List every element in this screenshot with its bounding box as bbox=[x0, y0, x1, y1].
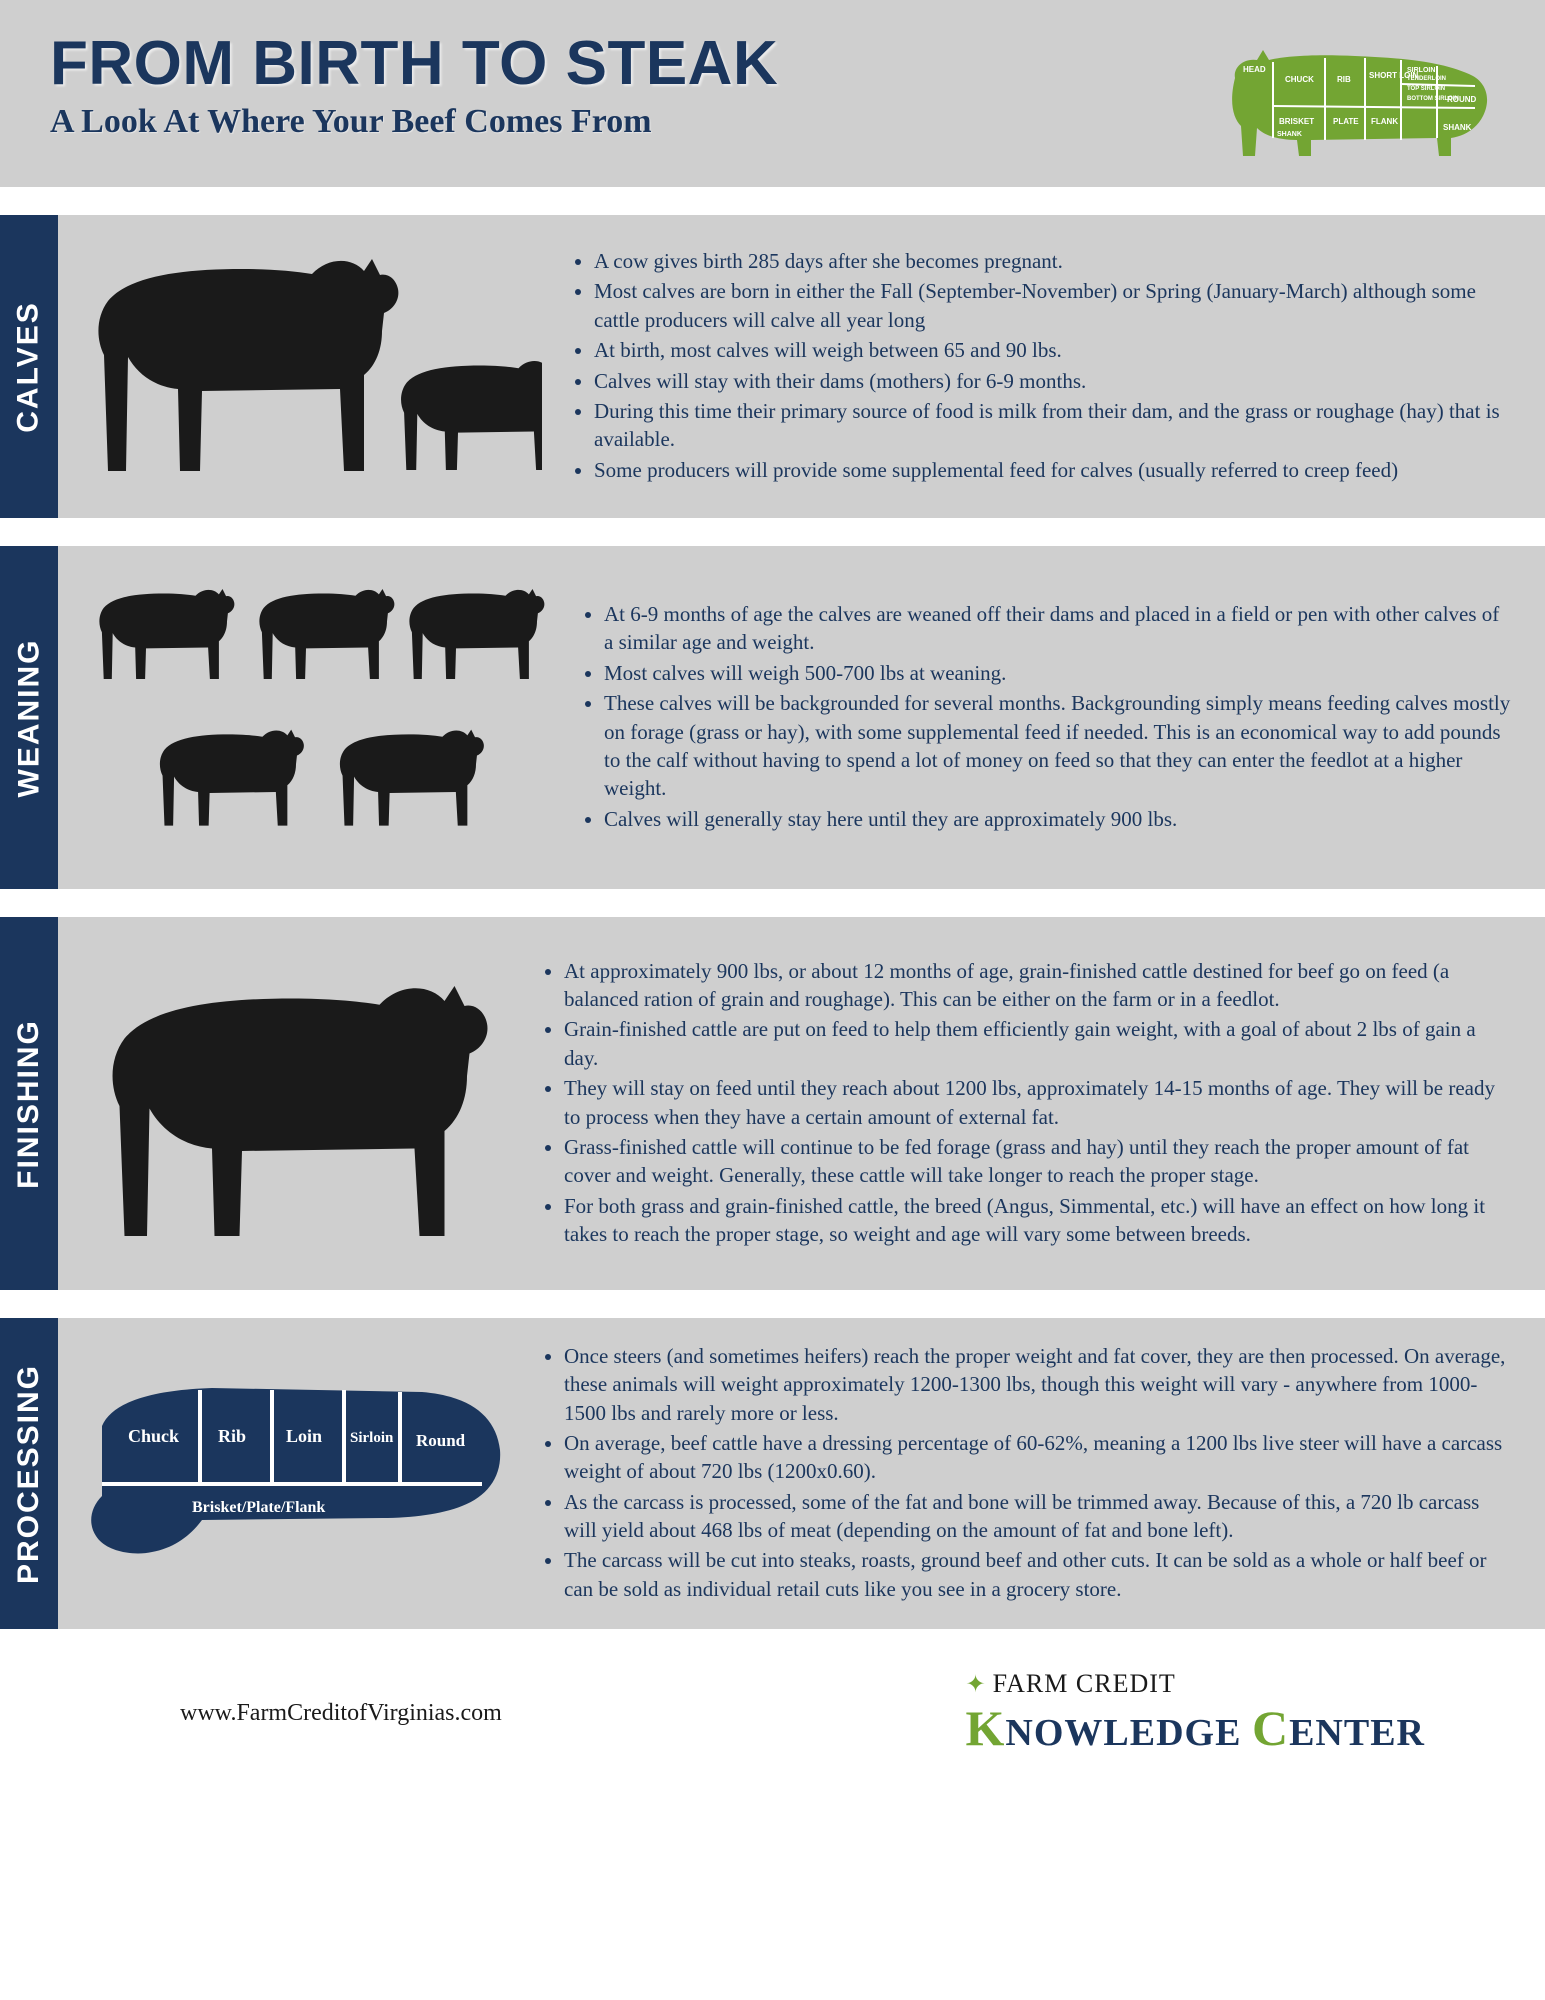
section-label-text: PROCESSING bbox=[12, 1364, 46, 1584]
bullet-list: At approximately 900 lbs, or about 12 mo… bbox=[536, 957, 1511, 1248]
section-label-text: FINISHING bbox=[12, 1019, 46, 1189]
carcass-label: Brisket/Plate/Flank bbox=[192, 1499, 325, 1516]
logo-line-1: ✦FARM CREDIT bbox=[966, 1669, 1425, 1699]
weaning-herd-silhouette-icon bbox=[82, 570, 552, 865]
logo-leaf-icon: ✦ bbox=[966, 1672, 987, 1698]
section-body-calves: A cow gives birth 285 days after she bec… bbox=[58, 215, 1545, 518]
section-content-processing: Once steers (and sometimes heifers) reac… bbox=[536, 1342, 1511, 1605]
cut-label: RIB bbox=[1337, 75, 1351, 84]
list-item: At approximately 900 lbs, or about 12 mo… bbox=[564, 957, 1511, 1014]
list-item: For both grass and grain-finished cattle… bbox=[564, 1192, 1511, 1249]
list-item: As the carcass is processed, some of the… bbox=[564, 1488, 1511, 1545]
beef-cuts-diagram-icon: HEAD CHUCK RIB SHORT LOIN SIRLOIN TENDER… bbox=[1215, 28, 1495, 163]
cut-label: BRISKET bbox=[1279, 117, 1314, 126]
cut-label: SIRLOIN bbox=[1407, 67, 1435, 74]
logo-letter: K bbox=[966, 1700, 1006, 1756]
cut-label: HEAD bbox=[1243, 65, 1266, 74]
logo-text: ENTER bbox=[1289, 1712, 1425, 1754]
section-body-finishing: At approximately 900 lbs, or about 12 mo… bbox=[58, 917, 1545, 1290]
section-body-processing: Chuck Rib Loin Sirloin Round Brisket/Pla… bbox=[58, 1318, 1545, 1629]
cut-label: TENDERLOIN bbox=[1407, 76, 1446, 82]
cut-label: SHANK bbox=[1443, 123, 1472, 132]
logo-letter: C bbox=[1252, 1700, 1289, 1756]
carcass-cuts-diagram-icon: Chuck Rib Loin Sirloin Round Brisket/Pla… bbox=[82, 1366, 512, 1581]
list-item: At birth, most calves will weigh between… bbox=[594, 336, 1511, 364]
section-label-text: CALVES bbox=[12, 301, 46, 432]
list-item: These calves will be backgrounded for se… bbox=[604, 689, 1511, 802]
section-content-calves: A cow gives birth 285 days after she bec… bbox=[566, 247, 1511, 486]
section-weaning: WEANING bbox=[0, 546, 1545, 889]
cut-label: TOP SIRLOIN bbox=[1407, 86, 1445, 92]
section-content-finishing: At approximately 900 lbs, or about 12 mo… bbox=[536, 957, 1511, 1250]
cut-label: FLANK bbox=[1371, 117, 1398, 126]
section-content-weaning: At 6-9 months of age the calves are wean… bbox=[576, 600, 1511, 835]
list-item: Some producers will provide some supplem… bbox=[594, 456, 1511, 484]
cut-label: SHANK bbox=[1277, 131, 1302, 138]
finishing-steer-silhouette-icon bbox=[82, 941, 512, 1266]
bullet-list: A cow gives birth 285 days after she bec… bbox=[566, 247, 1511, 484]
section-label-finishing: FINISHING bbox=[0, 917, 58, 1290]
list-item: Calves will stay with their dams (mother… bbox=[594, 367, 1511, 395]
list-item: At 6-9 months of age the calves are wean… bbox=[604, 600, 1511, 657]
cow-calf-silhouette-icon bbox=[82, 239, 542, 494]
carcass-label: Loin bbox=[286, 1426, 322, 1446]
bullet-list: At 6-9 months of age the calves are wean… bbox=[576, 600, 1511, 833]
list-item: Most calves are born in either the Fall … bbox=[594, 277, 1511, 334]
cut-label: ROUND bbox=[1447, 95, 1477, 104]
header-band: FROM BIRTH TO STEAK A Look At Where Your… bbox=[0, 0, 1545, 187]
logo-text: NOWLEDGE bbox=[1005, 1712, 1252, 1754]
section-label-weaning: WEANING bbox=[0, 546, 58, 889]
section-calves: CALVES A cow gives birth 285 days after … bbox=[0, 215, 1545, 518]
cut-label: PLATE bbox=[1333, 117, 1359, 126]
header-text-block: FROM BIRTH TO STEAK A Look At Where Your… bbox=[50, 28, 778, 141]
list-item: Grain-finished cattle are put on feed to… bbox=[564, 1015, 1511, 1072]
section-label-processing: PROCESSING bbox=[0, 1318, 58, 1629]
footer-url: www.FarmCreditofVirginias.com bbox=[180, 1700, 502, 1727]
list-item: Most calves will weigh 500-700 lbs at we… bbox=[604, 659, 1511, 687]
carcass-label: Round bbox=[416, 1431, 466, 1450]
logo-line-2: KNOWLEDGE CENTER bbox=[966, 1699, 1425, 1757]
carcass-label: Rib bbox=[218, 1426, 246, 1446]
footer: www.FarmCreditofVirginias.com ✦FARM CRED… bbox=[0, 1629, 1545, 1797]
bullet-list: Once steers (and sometimes heifers) reac… bbox=[536, 1342, 1511, 1603]
list-item: They will stay on feed until they reach … bbox=[564, 1074, 1511, 1131]
list-item: Once steers (and sometimes heifers) reac… bbox=[564, 1342, 1511, 1427]
list-item: Calves will generally stay here until th… bbox=[604, 805, 1511, 833]
carcass-label: Chuck bbox=[128, 1426, 179, 1446]
carcass-label: Sirloin bbox=[350, 1430, 394, 1446]
section-processing: PROCESSING Chuck Rib bbox=[0, 1318, 1545, 1629]
footer-logo: ✦FARM CREDIT KNOWLEDGE CENTER bbox=[966, 1669, 1425, 1757]
list-item: During this time their primary source of… bbox=[594, 397, 1511, 454]
page-title: FROM BIRTH TO STEAK bbox=[50, 28, 778, 99]
section-body-weaning: At 6-9 months of age the calves are wean… bbox=[58, 546, 1545, 889]
section-label-calves: CALVES bbox=[0, 215, 58, 518]
section-label-text: WEANING bbox=[12, 638, 46, 797]
list-item: A cow gives birth 285 days after she bec… bbox=[594, 247, 1511, 275]
cut-label: CHUCK bbox=[1285, 75, 1314, 84]
list-item: The carcass will be cut into steaks, roa… bbox=[564, 1546, 1511, 1603]
logo-top-text: FARM CREDIT bbox=[993, 1669, 1176, 1698]
list-item: On average, beef cattle have a dressing … bbox=[564, 1429, 1511, 1486]
section-finishing: FINISHING At approximately 900 lbs, or a… bbox=[0, 917, 1545, 1290]
page-subtitle: A Look At Where Your Beef Comes From bbox=[50, 103, 778, 141]
list-item: Grass-finished cattle will continue to b… bbox=[564, 1133, 1511, 1190]
